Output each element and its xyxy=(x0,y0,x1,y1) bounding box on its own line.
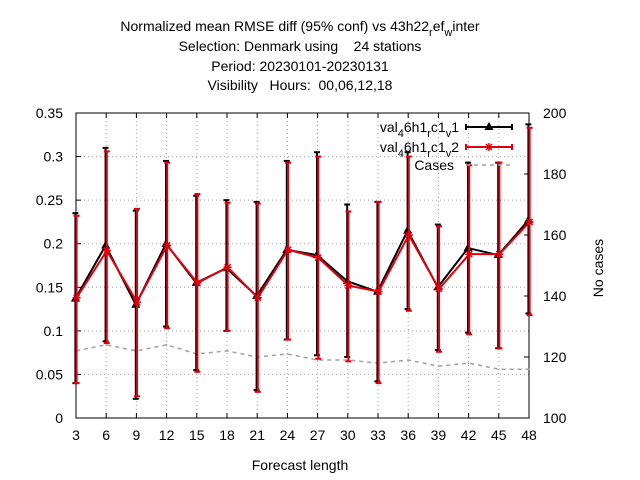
y-tick-label: 0.25 xyxy=(36,192,63,208)
data-point xyxy=(163,241,172,250)
data-point xyxy=(223,263,232,272)
marker-d2 xyxy=(73,294,81,302)
marker-d2 xyxy=(526,218,534,226)
marker-d2 xyxy=(405,231,413,239)
y2-tick-label: 180 xyxy=(543,166,567,182)
x-tick-label: 30 xyxy=(340,427,356,443)
data-point xyxy=(101,240,111,249)
marker-d2 xyxy=(485,143,493,151)
data-point xyxy=(463,243,473,252)
y2-tick-label: 120 xyxy=(543,349,567,365)
marker-d2 xyxy=(314,254,322,262)
marker-d2 xyxy=(375,288,383,296)
x-axis-label: Forecast length xyxy=(252,457,349,473)
axes: 3 6 9 12 15 18 21 24 27 30 33 36 39 42 45 4800.050.10.1… xyxy=(36,105,567,443)
cases-line xyxy=(75,344,529,370)
marker-d2 xyxy=(435,285,443,293)
marker-d2 xyxy=(133,298,141,306)
title-line-2: Selection: Denmark using 24 stations xyxy=(179,38,422,54)
data-point xyxy=(374,287,383,296)
data-point xyxy=(403,225,413,234)
legend-marker xyxy=(485,143,493,151)
cases-point xyxy=(286,353,289,355)
marker-d2 xyxy=(193,279,201,287)
x-tick-label: 36 xyxy=(400,427,416,443)
data-point xyxy=(102,246,111,255)
y-tick-label: 0.05 xyxy=(36,366,63,382)
data-point xyxy=(404,231,413,239)
y-tick-label: 0.2 xyxy=(44,236,64,252)
x-tick-label: 39 xyxy=(431,427,447,443)
x-tick-label: 9 xyxy=(133,427,141,443)
plot-frame xyxy=(75,112,530,419)
series xyxy=(70,123,534,400)
data-point xyxy=(525,217,534,226)
marker-d2 xyxy=(163,241,171,249)
cases-point xyxy=(105,344,107,346)
x-tick-label: 42 xyxy=(461,427,477,443)
x-tick-label: 18 xyxy=(219,427,235,443)
data-point xyxy=(465,250,474,259)
series-cases xyxy=(75,344,530,371)
x-tick-label: 48 xyxy=(521,427,537,443)
title-line-4: Visibility Hours: 00,06,12,18 xyxy=(208,77,393,93)
x-tick-label: 12 xyxy=(159,427,175,443)
x-tick-label: 3 xyxy=(72,427,80,443)
legend-marker xyxy=(484,122,494,130)
legend-sample-v1 xyxy=(465,122,513,130)
marker-d2 xyxy=(284,246,292,254)
y-tick-label: 0.3 xyxy=(44,149,64,165)
data-point xyxy=(314,253,323,262)
x-tick-label: 24 xyxy=(280,427,296,443)
legend-sample-v2 xyxy=(465,143,513,151)
x-tick-label: 27 xyxy=(310,427,326,443)
data-point xyxy=(344,281,353,290)
marker-d2 xyxy=(344,282,352,290)
chart-title: Normalized mean RMSE diff (95% conf) vs … xyxy=(120,18,480,93)
data-point xyxy=(435,285,443,294)
marker-d2 xyxy=(465,250,473,258)
y-tick-label: 0.1 xyxy=(44,323,64,339)
data-point xyxy=(253,293,262,302)
marker-d2 xyxy=(254,294,262,302)
y2-tick-label: 200 xyxy=(543,105,567,121)
cases-point xyxy=(467,362,470,364)
legend: val46h1rc1v1 val46h1rc1v2 Cases xyxy=(380,119,513,173)
y-tick-label: 0.35 xyxy=(36,105,63,121)
x-tick-label: 6 xyxy=(102,427,110,443)
cases-point xyxy=(407,359,410,361)
y2-tick-label: 100 xyxy=(543,410,567,426)
y-tick-label: 0 xyxy=(55,410,63,426)
x-tick-label: 45 xyxy=(491,427,507,443)
cases-point xyxy=(437,365,440,367)
data-point xyxy=(133,298,141,307)
data-point xyxy=(495,250,504,259)
marker-d2 xyxy=(224,263,232,271)
cases-point xyxy=(498,368,500,371)
title-line-1: Normalized mean RMSE diff (95% conf) vs … xyxy=(120,18,480,39)
y2-tick-label: 140 xyxy=(543,288,567,304)
marker-d2 xyxy=(495,250,503,258)
x-tick-label: 15 xyxy=(189,427,205,443)
legend-label-v1: val46h1rc1v1 xyxy=(380,119,459,140)
grid xyxy=(75,112,530,419)
x-tick-label: 21 xyxy=(249,427,265,443)
series-v2 xyxy=(72,126,534,398)
data-point xyxy=(284,245,292,254)
y-tick-label: 0.15 xyxy=(36,279,63,295)
y2-tick-label: 160 xyxy=(543,227,567,243)
x-tick-label: 33 xyxy=(370,427,386,443)
cases-point xyxy=(528,368,530,371)
series-line xyxy=(75,221,531,305)
data-point xyxy=(193,278,202,287)
title-line-3: Period: 20230101-20230131 xyxy=(211,58,389,74)
data-point xyxy=(72,293,81,302)
y2-axis-label: No cases xyxy=(590,239,606,297)
legend-label-cases: Cases xyxy=(414,157,454,173)
cases-point xyxy=(226,350,228,352)
cases-point xyxy=(165,344,168,346)
marker-d2 xyxy=(103,247,111,255)
